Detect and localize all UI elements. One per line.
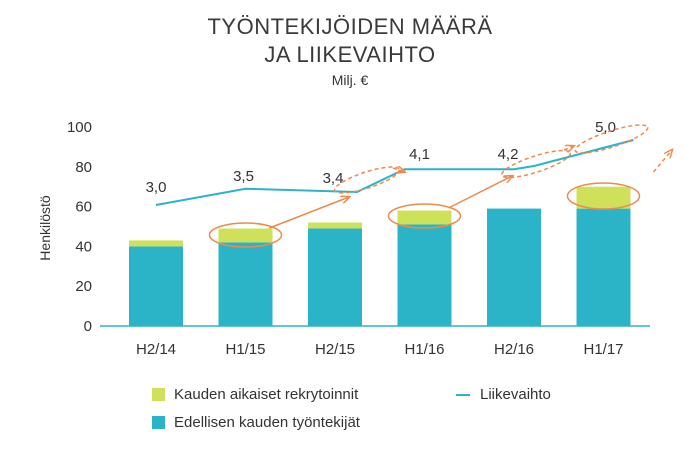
revenue-data-label: 4,1	[409, 146, 430, 163]
highlight-ellipse	[566, 182, 641, 210]
legend-label-previous: Edellisen kauden työntekijät	[174, 414, 360, 431]
y-tick-label: 0	[84, 318, 92, 335]
highlight-ellipse-dashed	[500, 149, 572, 179]
legend-swatch-recruits	[152, 388, 165, 401]
bar-recruits	[129, 240, 183, 247]
legend-swatch-revenue	[456, 393, 470, 396]
arrow-dashed	[563, 146, 574, 150]
bar-previous	[218, 242, 273, 326]
bar-recruits	[308, 222, 362, 229]
y-tick-label: 20	[75, 278, 92, 295]
revenue-data-label: 3,4	[323, 170, 344, 187]
chart-title-line2: JA LIIKEVAIHTO	[264, 42, 436, 67]
bar-previous	[576, 208, 631, 326]
bar-previous	[487, 208, 541, 326]
revenue-line	[155, 139, 634, 206]
x-tick-label: H2/14	[136, 341, 176, 358]
y-tick-label: 100	[67, 119, 92, 136]
legend-label-recruits: Kauden aikaiset rekrytoinnit	[174, 386, 359, 403]
legend-label-revenue: Liikevaihto	[480, 386, 551, 403]
chart-subtitle: Milj. €	[331, 72, 369, 88]
legend-item-previous: Edellisen kauden työntekijät	[152, 414, 360, 431]
y-axis-label: Henkilöstö	[37, 195, 53, 261]
x-tick-label: H2/15	[315, 341, 355, 358]
legend-swatch-previous	[152, 416, 165, 429]
revenue-data-label: 4,2	[498, 146, 519, 163]
revenue-data-label: 5,0	[595, 119, 616, 136]
bar-recruits	[397, 210, 452, 225]
x-tick-label: H1/16	[404, 341, 444, 358]
chart-title-line1: TYÖNTEKIJÖIDEN MÄÄRÄ	[207, 14, 493, 39]
x-tick-label: H1/17	[583, 341, 623, 358]
revenue-data-label: 3,5	[233, 168, 254, 185]
highlight-ellipse	[208, 222, 283, 248]
arrow-dashed	[652, 150, 673, 173]
y-tick-label: 40	[75, 238, 92, 255]
arrow	[269, 197, 350, 229]
highlight-ellipse	[387, 203, 462, 229]
y-tick-label: 80	[75, 159, 92, 176]
bar-recruits	[218, 228, 273, 243]
y-tick-label: 60	[75, 199, 92, 216]
x-tick-label: H2/16	[494, 341, 534, 358]
legend-item-recruits: Kauden aikaiset rekrytoinnit	[152, 386, 358, 403]
legend-item-revenue: Liikevaihto	[456, 386, 551, 403]
bar-previous	[129, 246, 183, 326]
arrow	[448, 176, 513, 209]
arrow-dashed	[392, 168, 405, 172]
bar-previous	[397, 224, 452, 326]
bar-previous	[308, 228, 362, 326]
revenue-data-label: 3,0	[146, 179, 167, 196]
x-tick-label: H1/15	[225, 341, 265, 358]
bar-recruits	[576, 186, 631, 209]
